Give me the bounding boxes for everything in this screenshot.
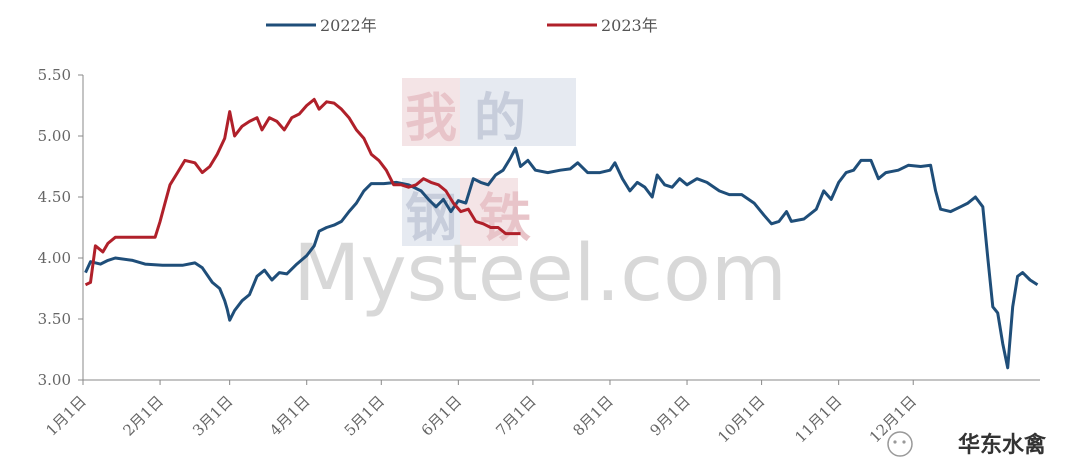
- watermark-char-1: 我: [405, 88, 457, 149]
- y-tick-label: 3.00: [38, 371, 71, 389]
- account-name: 华东水禽: [958, 432, 1047, 458]
- y-tick-group: 3.00 3.50 4.00 4.50 5.00 5.50: [38, 66, 83, 389]
- wechat-icon: [887, 431, 913, 457]
- x-tick-group: 1月1日 2月1日 3月1日 4月1日 5月1日 6月1日 7月1日 8月1日 9月1日 10月1…: [42, 380, 920, 446]
- account-badge: 华东水禽: [887, 431, 1047, 458]
- watermark-site-text: Mysteel.com: [293, 229, 787, 319]
- x-tick-label: 6月1日: [418, 392, 465, 439]
- watermark-char-3: 钢: [405, 188, 457, 249]
- x-tick-label: 1月1日: [42, 392, 89, 439]
- series-line-1: [84, 97, 521, 287]
- series-group: [84, 97, 1039, 370]
- x-tick-label: 4月1日: [266, 392, 313, 439]
- x-tick-label: 7月1日: [492, 392, 539, 439]
- legend-label-2022: 2022年: [320, 16, 377, 35]
- x-tick-label: 9月1日: [646, 392, 693, 439]
- y-tick-label: 5.50: [38, 66, 71, 84]
- watermark-tile-3: [518, 78, 576, 146]
- y-tick-label: 4.00: [38, 249, 71, 267]
- watermark-char-2: 的: [474, 88, 526, 149]
- watermark: 我 的 钢 铁 Mysteel.com: [293, 78, 787, 319]
- legend: 2022年 2023年: [266, 16, 658, 35]
- legend-label-2023: 2023年: [601, 16, 658, 35]
- x-tick-label: 2月1日: [119, 392, 166, 439]
- y-tick-label: 4.50: [38, 188, 71, 206]
- wechat-icon-eye-right: [902, 440, 906, 444]
- x-tick-label: 3月1日: [189, 392, 236, 439]
- y-tick-label: 3.50: [38, 310, 71, 328]
- watermark-tile-2: [460, 78, 518, 146]
- x-tick-label: 10月1日: [714, 392, 768, 446]
- x-tick-label: 12月1日: [866, 392, 920, 446]
- wechat-icon-eye-left: [893, 440, 897, 444]
- x-tick-label: 5月1日: [341, 392, 388, 439]
- watermark-tile-1: [402, 78, 460, 146]
- watermark-char-4: 铁: [479, 188, 531, 249]
- x-tick-label: 8月1日: [569, 392, 616, 439]
- series-line-0: [84, 146, 1039, 370]
- y-tick-label: 5.00: [38, 127, 71, 145]
- x-tick-label: 11月1日: [791, 392, 845, 446]
